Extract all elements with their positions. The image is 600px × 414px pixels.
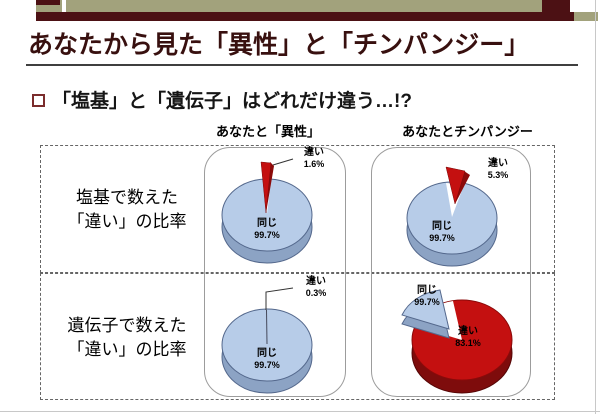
- column-header-chimpanzee: あなたとチンパンジー: [402, 124, 533, 139]
- column-box-chimpanzee: [371, 147, 531, 397]
- row-label-genes-line2: 「違い」の比率: [67, 340, 187, 359]
- row-label-genes-line1: 遺伝子で数えた: [67, 316, 187, 335]
- pie-genes-partner: [221, 287, 313, 394]
- row-label-bases-line1: 塩基で数えた: [76, 188, 178, 207]
- pie-red-sliver-side: [266, 162, 274, 213]
- header-stripe-maroon: [36, 12, 574, 21]
- slide-edge-bottom: [0, 411, 600, 412]
- header-slit: [62, 0, 66, 12]
- pie-red-hairline: [266, 309, 268, 345]
- column-box-partner: [204, 147, 346, 397]
- pie-blue-wedge: [401, 289, 450, 330]
- pie-bases-chimpanzee: [406, 166, 498, 267]
- leader-line: [272, 158, 294, 166]
- pie-bases-partner: [221, 158, 313, 264]
- label-diff-genes-chimpanzee: 違い 83.1%: [455, 326, 481, 348]
- pie-top: [221, 308, 313, 382]
- label-diff-genes-partner: 違い 0.3%: [305, 276, 327, 298]
- column-header-partner: あなたと「異性」: [215, 124, 320, 139]
- row-label-bases-line2: 「違い」の比率: [67, 212, 187, 231]
- header-band-olive: [36, 0, 542, 12]
- row-label-genes: 遺伝子で数えた 「違い」の比率: [48, 314, 206, 362]
- leader-line: [265, 287, 294, 310]
- pie-red-wedge-side: [455, 171, 470, 204]
- label-same-bases-partner: 同じ 99.7%: [254, 218, 280, 240]
- bullet-square-icon: [32, 94, 45, 107]
- pie-red-wedge: [445, 166, 466, 205]
- slide-subtitle: 「塩基」と「遺伝子」はどれだけ違う…!?: [52, 91, 412, 112]
- header-square-olive: [574, 12, 598, 21]
- label-diff-bases-chimpanzee: 違い 5.3%: [487, 158, 509, 180]
- title-underline: [26, 64, 578, 66]
- label-same-genes-chimpanzee: 同じ 99.7%: [414, 285, 440, 307]
- row-label-bases: 塩基で数えた 「違い」の比率: [48, 186, 206, 234]
- label-same-genes-partner: 同じ 99.7%: [254, 348, 280, 370]
- header-notch-maroon: [36, 0, 60, 5]
- label-diff-bases-partner: 違い 1.6%: [303, 147, 325, 169]
- pie-red-sliver: [260, 161, 272, 214]
- row-box-genes: [40, 273, 555, 400]
- slide-edge-right: [595, 0, 596, 414]
- slide-title: あなたから見た「異性」と「チンパンジー」: [28, 31, 530, 59]
- row-box-bases: [40, 145, 555, 273]
- pie-genes-chimpanzee: [401, 289, 513, 394]
- header-square-maroon: [542, 0, 570, 12]
- label-same-bases-chimpanzee: 同じ 99.7%: [429, 221, 455, 243]
